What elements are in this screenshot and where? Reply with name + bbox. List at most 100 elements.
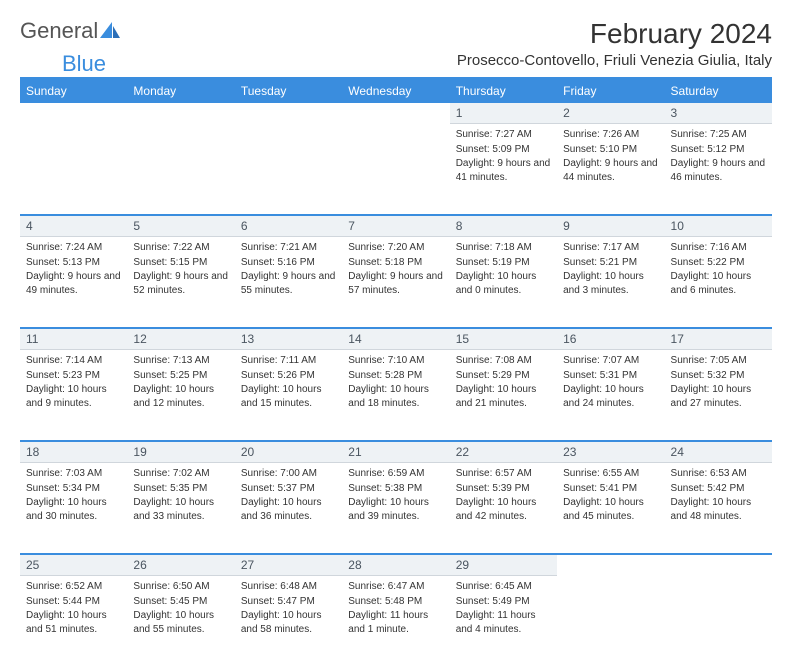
- daylight-text: Daylight: 9 hours and 57 minutes.: [348, 270, 443, 297]
- sunset-text: Sunset: 5:25 PM: [133, 369, 228, 383]
- day-content: Sunrise: 6:53 AMSunset: 5:42 PMDaylight:…: [671, 467, 766, 523]
- day-cell: [342, 124, 449, 214]
- day-cell: Sunrise: 6:48 AMSunset: 5:47 PMDaylight:…: [235, 576, 342, 666]
- sunset-text: Sunset: 5:31 PM: [563, 369, 658, 383]
- daylight-text: Daylight: 10 hours and 3 minutes.: [563, 270, 658, 297]
- daylight-text: Daylight: 10 hours and 45 minutes.: [563, 496, 658, 523]
- daylight-text: Daylight: 10 hours and 48 minutes.: [671, 496, 766, 523]
- sunset-text: Sunset: 5:19 PM: [456, 256, 551, 270]
- day-number: [20, 103, 127, 124]
- sunset-text: Sunset: 5:12 PM: [671, 143, 766, 157]
- sunrise-text: Sunrise: 7:00 AM: [241, 467, 336, 481]
- daylight-text: Daylight: 10 hours and 15 minutes.: [241, 383, 336, 410]
- day-cell: Sunrise: 6:52 AMSunset: 5:44 PMDaylight:…: [20, 576, 127, 666]
- day-cell: Sunrise: 7:13 AMSunset: 5:25 PMDaylight:…: [127, 350, 234, 440]
- title-block: February 2024 Prosecco-Contovello, Friul…: [457, 18, 772, 69]
- day-content: Sunrise: 6:47 AMSunset: 5:48 PMDaylight:…: [348, 580, 443, 636]
- day-cell: Sunrise: 7:14 AMSunset: 5:23 PMDaylight:…: [20, 350, 127, 440]
- day-number: 24: [665, 442, 772, 463]
- sunrise-text: Sunrise: 7:20 AM: [348, 241, 443, 255]
- sunset-text: Sunset: 5:45 PM: [133, 595, 228, 609]
- sunrise-text: Sunrise: 6:53 AM: [671, 467, 766, 481]
- weekday-header-row: Sunday Monday Tuesday Wednesday Thursday…: [20, 79, 772, 103]
- day-number: 7: [342, 216, 449, 237]
- day-number-row: 18192021222324: [20, 440, 772, 463]
- sunset-text: Sunset: 5:38 PM: [348, 482, 443, 496]
- daylight-text: Daylight: 10 hours and 33 minutes.: [133, 496, 228, 523]
- day-number: 29: [450, 555, 557, 576]
- daylight-text: Daylight: 10 hours and 51 minutes.: [26, 609, 121, 636]
- daylight-text: Daylight: 10 hours and 21 minutes.: [456, 383, 551, 410]
- sunset-text: Sunset: 5:42 PM: [671, 482, 766, 496]
- sunset-text: Sunset: 5:29 PM: [456, 369, 551, 383]
- day-number: 26: [127, 555, 234, 576]
- day-cell: Sunrise: 7:17 AMSunset: 5:21 PMDaylight:…: [557, 237, 664, 327]
- day-cell: Sunrise: 6:45 AMSunset: 5:49 PMDaylight:…: [450, 576, 557, 666]
- daylight-text: Daylight: 9 hours and 49 minutes.: [26, 270, 121, 297]
- weekday-friday: Friday: [557, 79, 664, 103]
- day-number: 10: [665, 216, 772, 237]
- day-cell: Sunrise: 7:18 AMSunset: 5:19 PMDaylight:…: [450, 237, 557, 327]
- day-content: Sunrise: 6:59 AMSunset: 5:38 PMDaylight:…: [348, 467, 443, 523]
- sunrise-text: Sunrise: 7:13 AM: [133, 354, 228, 368]
- day-number: 6: [235, 216, 342, 237]
- sunrise-text: Sunrise: 6:59 AM: [348, 467, 443, 481]
- day-number: 28: [342, 555, 449, 576]
- sunrise-text: Sunrise: 6:48 AM: [241, 580, 336, 594]
- day-number: [235, 103, 342, 124]
- day-cell: Sunrise: 7:26 AMSunset: 5:10 PMDaylight:…: [557, 124, 664, 214]
- calendar-grid: Sunday Monday Tuesday Wednesday Thursday…: [20, 77, 772, 666]
- day-number: 14: [342, 329, 449, 350]
- day-cell: Sunrise: 7:03 AMSunset: 5:34 PMDaylight:…: [20, 463, 127, 553]
- day-number-row: 2526272829: [20, 553, 772, 576]
- sunset-text: Sunset: 5:13 PM: [26, 256, 121, 270]
- sunset-text: Sunset: 5:16 PM: [241, 256, 336, 270]
- sunrise-text: Sunrise: 7:21 AM: [241, 241, 336, 255]
- day-number: 16: [557, 329, 664, 350]
- day-number-row: 123: [20, 103, 772, 124]
- day-content: Sunrise: 7:13 AMSunset: 5:25 PMDaylight:…: [133, 354, 228, 410]
- day-number: 27: [235, 555, 342, 576]
- day-cell: [127, 124, 234, 214]
- sunset-text: Sunset: 5:22 PM: [671, 256, 766, 270]
- sunset-text: Sunset: 5:26 PM: [241, 369, 336, 383]
- day-content: Sunrise: 7:14 AMSunset: 5:23 PMDaylight:…: [26, 354, 121, 410]
- daylight-text: Daylight: 10 hours and 18 minutes.: [348, 383, 443, 410]
- day-number-row: 11121314151617: [20, 327, 772, 350]
- week-row: Sunrise: 6:52 AMSunset: 5:44 PMDaylight:…: [20, 576, 772, 666]
- day-number: 22: [450, 442, 557, 463]
- brand-part2: Blue: [62, 51, 106, 77]
- daylight-text: Daylight: 10 hours and 30 minutes.: [26, 496, 121, 523]
- daylight-text: Daylight: 9 hours and 44 minutes.: [563, 157, 658, 184]
- day-content: Sunrise: 7:00 AMSunset: 5:37 PMDaylight:…: [241, 467, 336, 523]
- day-number: 5: [127, 216, 234, 237]
- day-content: Sunrise: 7:16 AMSunset: 5:22 PMDaylight:…: [671, 241, 766, 297]
- sunset-text: Sunset: 5:41 PM: [563, 482, 658, 496]
- day-content: Sunrise: 7:07 AMSunset: 5:31 PMDaylight:…: [563, 354, 658, 410]
- day-content: Sunrise: 7:03 AMSunset: 5:34 PMDaylight:…: [26, 467, 121, 523]
- day-cell: Sunrise: 7:11 AMSunset: 5:26 PMDaylight:…: [235, 350, 342, 440]
- sunrise-text: Sunrise: 6:52 AM: [26, 580, 121, 594]
- day-cell: Sunrise: 7:10 AMSunset: 5:28 PMDaylight:…: [342, 350, 449, 440]
- weeks-container: 123 Sunrise: 7:27 AMSunset: 5:09 PMDaylig…: [20, 103, 772, 666]
- day-content: Sunrise: 7:11 AMSunset: 5:26 PMDaylight:…: [241, 354, 336, 410]
- day-number: 23: [557, 442, 664, 463]
- daylight-text: Daylight: 11 hours and 1 minute.: [348, 609, 443, 636]
- week-row: Sunrise: 7:24 AMSunset: 5:13 PMDaylight:…: [20, 237, 772, 327]
- sunrise-text: Sunrise: 7:07 AM: [563, 354, 658, 368]
- daylight-text: Daylight: 9 hours and 41 minutes.: [456, 157, 551, 184]
- sunrise-text: Sunrise: 7:16 AM: [671, 241, 766, 255]
- day-content: Sunrise: 7:02 AMSunset: 5:35 PMDaylight:…: [133, 467, 228, 523]
- month-title: February 2024: [457, 18, 772, 50]
- week-row: Sunrise: 7:27 AMSunset: 5:09 PMDaylight:…: [20, 124, 772, 214]
- page-header: General February 2024 Prosecco-Contovell…: [20, 18, 772, 69]
- day-number: [557, 555, 664, 576]
- daylight-text: Daylight: 10 hours and 0 minutes.: [456, 270, 551, 297]
- day-cell: Sunrise: 7:22 AMSunset: 5:15 PMDaylight:…: [127, 237, 234, 327]
- day-number: 9: [557, 216, 664, 237]
- day-number: [342, 103, 449, 124]
- sunrise-text: Sunrise: 6:45 AM: [456, 580, 551, 594]
- sunset-text: Sunset: 5:10 PM: [563, 143, 658, 157]
- day-content: Sunrise: 7:27 AMSunset: 5:09 PMDaylight:…: [456, 128, 551, 184]
- day-content: Sunrise: 7:18 AMSunset: 5:19 PMDaylight:…: [456, 241, 551, 297]
